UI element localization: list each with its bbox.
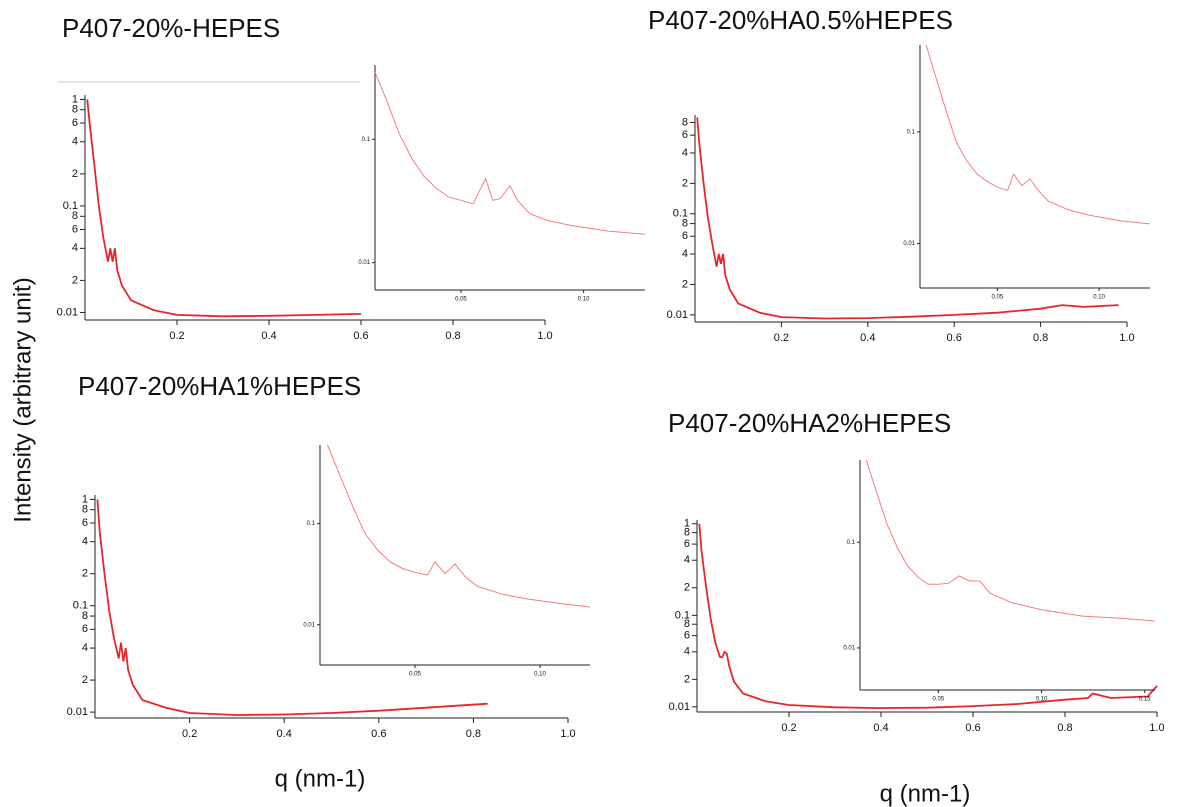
y-tick-label: 0.1 — [847, 540, 856, 546]
y-tick-label: 1 — [82, 493, 88, 505]
chart-title: P407-20%HA2%HEPES — [668, 408, 951, 438]
y-tick-label: 4 — [72, 136, 78, 148]
y-tick-label: 6 — [72, 223, 78, 235]
inset-curve — [327, 444, 591, 608]
y-tick-label: 0.1 — [73, 600, 88, 612]
y-tick-label: 6 — [82, 517, 88, 529]
x-tick-label: 0.6 — [965, 722, 980, 734]
x-tick-label: 0.4 — [277, 728, 292, 740]
y-tick-label: 1 — [684, 518, 690, 530]
x-tick-label: 0.2 — [182, 728, 197, 740]
x-tick-label: 0.10 — [578, 297, 590, 303]
y-tick-label: 0.01 — [669, 701, 690, 713]
curve — [86, 99, 362, 318]
x-tick-label: 0.15 — [1139, 697, 1151, 703]
inset-curve — [374, 72, 646, 235]
y-tick-label: 2 — [82, 568, 88, 580]
x-tick-label: 0.4 — [261, 330, 276, 342]
y-tick-label: 4 — [684, 646, 690, 658]
x-tick-label: 0.05 — [992, 295, 1004, 301]
y-tick-label: 0.1 — [362, 137, 371, 143]
y-tick-label: 2 — [684, 673, 690, 685]
curve — [96, 499, 488, 716]
x-tick-label: 0.2 — [169, 330, 184, 342]
y-tick-label: 0.1 — [673, 208, 688, 220]
curve — [696, 117, 1119, 320]
chart-title: P407-20%-HEPES — [62, 13, 280, 43]
x-tick-label: 1.0 — [560, 728, 575, 740]
x-tick-label: 0.8 — [445, 330, 460, 342]
y-axis-label: Intensity (arbitrary unit) — [9, 277, 36, 522]
y-tick-label: 8 — [682, 218, 688, 230]
y-tick-label: 4 — [682, 147, 688, 159]
y-tick-label: 0.01 — [303, 622, 315, 628]
y-tick-label: 0.01 — [843, 646, 855, 652]
y-tick-label: 1 — [72, 93, 78, 105]
inset-curve — [865, 459, 1156, 622]
chart-title: P407-20%HA1%HEPES — [78, 371, 361, 401]
y-tick-label: 8 — [82, 504, 88, 516]
x-tick-label: 0.10 — [1093, 295, 1105, 301]
x-tick-label: 0.05 — [933, 697, 945, 703]
chart-title: P407-20%HA0.5%HEPES — [648, 5, 953, 35]
x-tick-label: 1.0 — [1149, 722, 1164, 734]
y-tick-label: 0.01 — [358, 260, 370, 266]
inset-curve — [925, 44, 1151, 225]
y-tick-label: 6 — [684, 538, 690, 550]
y-tick-label: 8 — [684, 527, 690, 539]
x-tick-label: 0.10 — [1036, 697, 1048, 703]
y-tick-label: 8 — [684, 618, 690, 630]
y-tick-label: 6 — [682, 129, 688, 141]
x-tick-label: 1.0 — [537, 330, 552, 342]
x-tick-label: 0.2 — [774, 332, 789, 344]
x-tick-label: 0.4 — [873, 722, 888, 734]
x-tick-label: 0.8 — [466, 728, 481, 740]
y-tick-label: 4 — [82, 536, 88, 548]
y-tick-label: 0.01 — [57, 306, 78, 318]
x-tick-label: 0.6 — [353, 330, 368, 342]
y-tick-label: 0.01 — [67, 706, 88, 718]
y-tick-label: 8 — [72, 104, 78, 116]
y-tick-label: 0.1 — [675, 609, 690, 621]
y-tick-label: 0.1 — [307, 521, 316, 527]
y-tick-label: 4 — [72, 242, 78, 254]
x-tick-label: 0.6 — [371, 728, 386, 740]
x-axis-label: q (nm-1) — [880, 780, 971, 807]
y-tick-label: 6 — [682, 230, 688, 242]
x-tick-label: 0.8 — [1033, 332, 1048, 344]
x-tick-label: 0.8 — [1057, 722, 1072, 734]
x-tick-label: 0.05 — [409, 672, 421, 678]
y-tick-label: 6 — [82, 623, 88, 635]
y-tick-label: 0.1 — [63, 200, 78, 212]
x-tick-label: 0.05 — [455, 297, 467, 303]
x-tick-label: 0.2 — [781, 722, 796, 734]
y-tick-label: 2 — [82, 674, 88, 686]
y-tick-label: 6 — [684, 630, 690, 642]
y-tick-label: 4 — [684, 554, 690, 566]
y-tick-label: 8 — [82, 610, 88, 622]
y-tick-label: 0.1 — [907, 129, 916, 135]
y-tick-label: 8 — [682, 116, 688, 128]
y-tick-label: 8 — [72, 210, 78, 222]
x-axis-label: q (nm-1) — [275, 765, 366, 792]
y-tick-label: 2 — [684, 582, 690, 594]
y-tick-label: 4 — [682, 248, 688, 260]
y-tick-label: 2 — [72, 168, 78, 180]
y-tick-label: 2 — [682, 177, 688, 189]
x-tick-label: 0.10 — [534, 672, 546, 678]
y-tick-label: 0.01 — [667, 309, 688, 321]
y-tick-label: 4 — [82, 642, 88, 654]
y-tick-label: 2 — [72, 274, 78, 286]
curve — [698, 523, 1158, 710]
x-tick-label: 0.4 — [860, 332, 875, 344]
y-tick-label: 0.01 — [903, 241, 915, 247]
x-tick-label: 1.0 — [1119, 332, 1134, 344]
x-tick-label: 0.6 — [947, 332, 962, 344]
y-tick-label: 2 — [682, 278, 688, 290]
y-tick-label: 6 — [72, 117, 78, 129]
